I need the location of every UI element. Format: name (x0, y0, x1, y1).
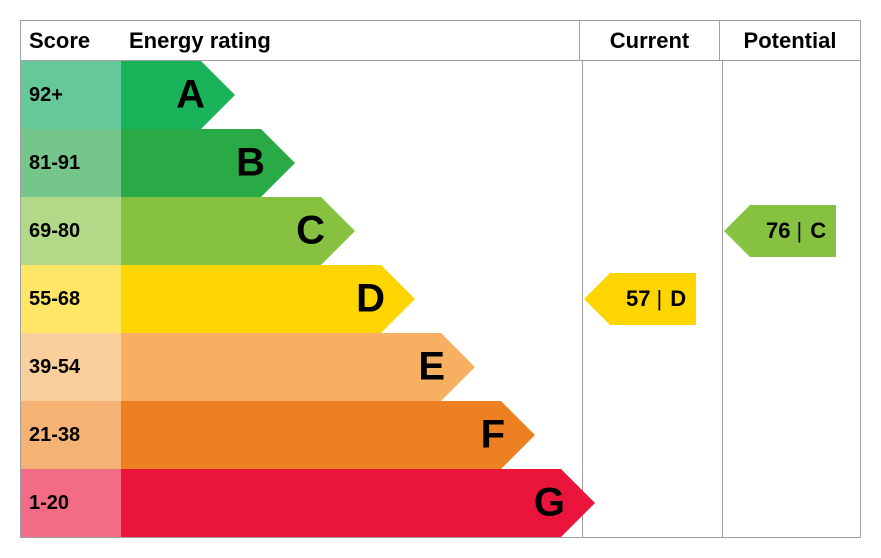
score-range: 69-80 (21, 197, 121, 265)
marker-separator: | (796, 218, 802, 244)
band-row-g: 1-20G (21, 469, 561, 537)
rating-bar-g: G (121, 469, 561, 537)
bar-arrow-icon (381, 265, 415, 333)
band-row-a: 92+A (21, 61, 201, 129)
band-row-f: 21-38F (21, 401, 501, 469)
marker-value: 76 (766, 218, 790, 244)
header-row: Score Energy rating Current Potential (21, 21, 860, 61)
bar-arrow-icon (441, 333, 475, 401)
score-range: 39-54 (21, 333, 121, 401)
score-range: 1-20 (21, 469, 121, 537)
bar-arrow-icon (321, 197, 355, 265)
rating-letter: A (176, 73, 205, 118)
score-range: 55-68 (21, 265, 121, 333)
rating-letter: B (236, 141, 265, 186)
bar-arrow-icon (501, 401, 535, 469)
rating-bar-e: E (121, 333, 441, 401)
marker-separator: | (656, 286, 662, 312)
rating-letter: C (296, 209, 325, 254)
rating-letter: F (481, 413, 505, 458)
header-current: Current (580, 21, 720, 60)
band-row-c: 69-80C (21, 197, 321, 265)
rating-bar-c: C (121, 197, 321, 265)
rating-letter: G (534, 481, 565, 526)
header-potential: Potential (720, 21, 860, 60)
epc-chart: Score Energy rating Current Potential AW… (20, 20, 861, 538)
column-divider (722, 61, 723, 537)
current-marker: 57| D (610, 273, 696, 325)
bar-arrow-icon (261, 129, 295, 197)
band-row-e: 39-54E (21, 333, 441, 401)
score-range: 21-38 (21, 401, 121, 469)
header-score: Score (21, 21, 121, 60)
marker-letter: D (670, 286, 686, 312)
chart-body: AWEHOMEAWEHOMEAWEHOME92+A81-91B69-80C55-… (21, 61, 860, 537)
rating-bar-d: D (121, 265, 381, 333)
rating-letter: E (418, 345, 445, 390)
band-row-d: 55-68D (21, 265, 381, 333)
rating-bar-a: A (121, 61, 201, 129)
potential-marker: 76| C (750, 205, 836, 257)
header-rating: Energy rating (121, 21, 580, 60)
score-range: 92+ (21, 61, 121, 129)
band-row-b: 81-91B (21, 129, 261, 197)
marker-arrow-icon (724, 205, 750, 257)
rating-letter: D (356, 277, 385, 322)
score-range: 81-91 (21, 129, 121, 197)
bar-arrow-icon (201, 61, 235, 129)
rating-bar-f: F (121, 401, 501, 469)
bar-arrow-icon (561, 469, 595, 537)
column-divider (582, 61, 583, 537)
marker-arrow-icon (584, 273, 610, 325)
rating-bar-b: B (121, 129, 261, 197)
marker-value: 57 (626, 286, 650, 312)
marker-letter: C (810, 218, 826, 244)
